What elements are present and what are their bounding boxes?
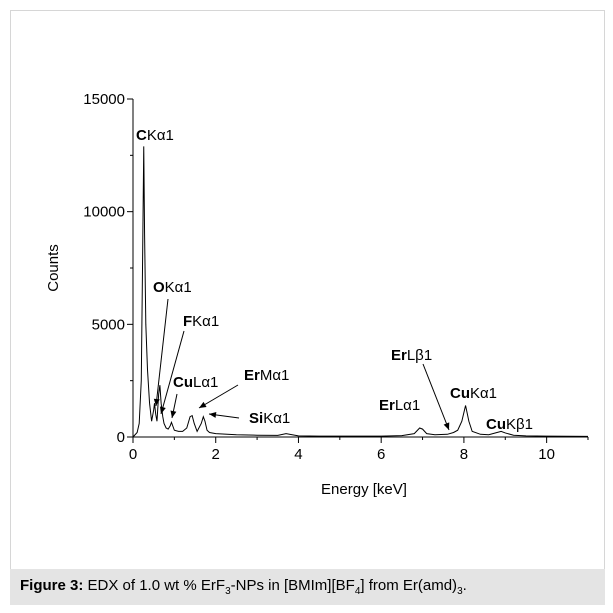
peak-line-name: Kα1 (470, 385, 497, 402)
x-tick-label: 2 (212, 446, 220, 463)
peak-element: O (153, 279, 165, 296)
peak-element: C (136, 127, 147, 144)
peak-label: OKα1 (153, 279, 192, 296)
caption-sub-2: 4 (354, 586, 361, 597)
caption-text-3: ] from Er(amd) (360, 577, 458, 594)
peak-annotation: OKα1 (153, 279, 192, 407)
peak-label: CKα1 (136, 127, 174, 144)
x-ticks: 0 2 4 6 8 10 (129, 437, 589, 463)
x-tick-label: 6 (377, 446, 385, 463)
peak-element: Si (249, 410, 263, 427)
caption-text-1: EDX of 1.0 wt % ErF (83, 577, 226, 594)
annotation-arrow-head (199, 401, 207, 408)
peak-annotation: ErLα1 (379, 397, 420, 414)
peak-annotation: FKα1 (159, 313, 219, 415)
peak-annotation: CuKα1 (450, 385, 497, 402)
x-tick-label: 0 (129, 446, 137, 463)
peak-element: Er (391, 347, 407, 364)
peak-label: CuKβ1 (486, 416, 533, 433)
annotation-arrow-head (153, 398, 160, 406)
peak-line-name: Kα1 (263, 410, 290, 427)
y-tick-label: 0 (117, 429, 125, 446)
peak-annotation: SiKα1 (208, 410, 290, 427)
peak-line-name: Kα1 (165, 279, 192, 296)
peak-line-name: Kβ1 (506, 416, 533, 433)
peak-line-name: Lα1 (193, 374, 218, 391)
x-tick-label: 4 (294, 446, 302, 463)
peak-label: CuLα1 (173, 374, 218, 391)
annotation-arrow-line (198, 384, 239, 409)
annotation-arrow-line (155, 298, 169, 407)
spectrum-line (132, 146, 589, 438)
y-ticks: 0 5000 10000 15000 (83, 91, 133, 446)
peak-label: ErMα1 (244, 367, 289, 384)
caption-sub-3: 3 (457, 586, 463, 597)
caption-text-4: . (462, 577, 467, 594)
chart-container: 0 2 4 6 8 10 0 5000 10000 15000 CKα1 OKα1 FKα1 CuLα… (45, 91, 589, 498)
caption-text-2: -NPs in [BMIm][BF (230, 577, 355, 594)
annotation-arrow-head (209, 411, 217, 418)
peak-line-name: Lα1 (395, 397, 420, 414)
peak-annotation: CuKβ1 (486, 416, 533, 433)
annotation-arrow-head (443, 422, 450, 430)
peak-annotation: ErMα1 (198, 367, 289, 409)
annotation-arrow-line (422, 363, 450, 431)
peak-element: Cu (486, 416, 506, 433)
peak-annotation: CuLα1 (170, 374, 218, 419)
figure-caption: Figure 3: EDX of 1.0 wt % ErF3-NPs in [B… (10, 569, 605, 605)
annotation-arrow-line (160, 330, 185, 415)
x-tick-label: 10 (538, 446, 555, 463)
peak-element: Er (244, 367, 260, 384)
peak-label: SiKα1 (249, 410, 290, 427)
peak-element: Cu (450, 385, 470, 402)
peak-label: FKα1 (183, 313, 219, 330)
annotation-arrow-head (170, 410, 177, 418)
x-tick-label: 8 (460, 446, 468, 463)
peak-label: ErLβ1 (391, 347, 432, 364)
annotation-arrow-head (159, 406, 166, 414)
caption-label: Figure 3: (20, 577, 84, 594)
x-axis-label: Energy [keV] (321, 481, 407, 498)
peak-line-name: Mα1 (260, 367, 290, 384)
y-tick-label: 5000 (92, 316, 125, 333)
peak-label: CuKα1 (450, 385, 497, 402)
peak-element: Cu (173, 374, 193, 391)
peak-annotation: CKα1 (136, 127, 174, 144)
y-tick-label: 15000 (83, 91, 125, 108)
peak-element: F (183, 313, 192, 330)
peak-element: Er (379, 397, 395, 414)
peak-annotation: ErLβ1 (391, 347, 450, 431)
peak-line-name: Kα1 (147, 127, 174, 144)
peak-line-name: Kα1 (192, 313, 219, 330)
y-tick-label: 10000 (83, 204, 125, 221)
peak-label: ErLα1 (379, 397, 420, 414)
y-axis-label: Counts (45, 244, 62, 292)
caption-sub-1: 3 (225, 586, 231, 597)
peak-line-name: Lβ1 (407, 347, 432, 364)
figure-frame (10, 10, 605, 605)
